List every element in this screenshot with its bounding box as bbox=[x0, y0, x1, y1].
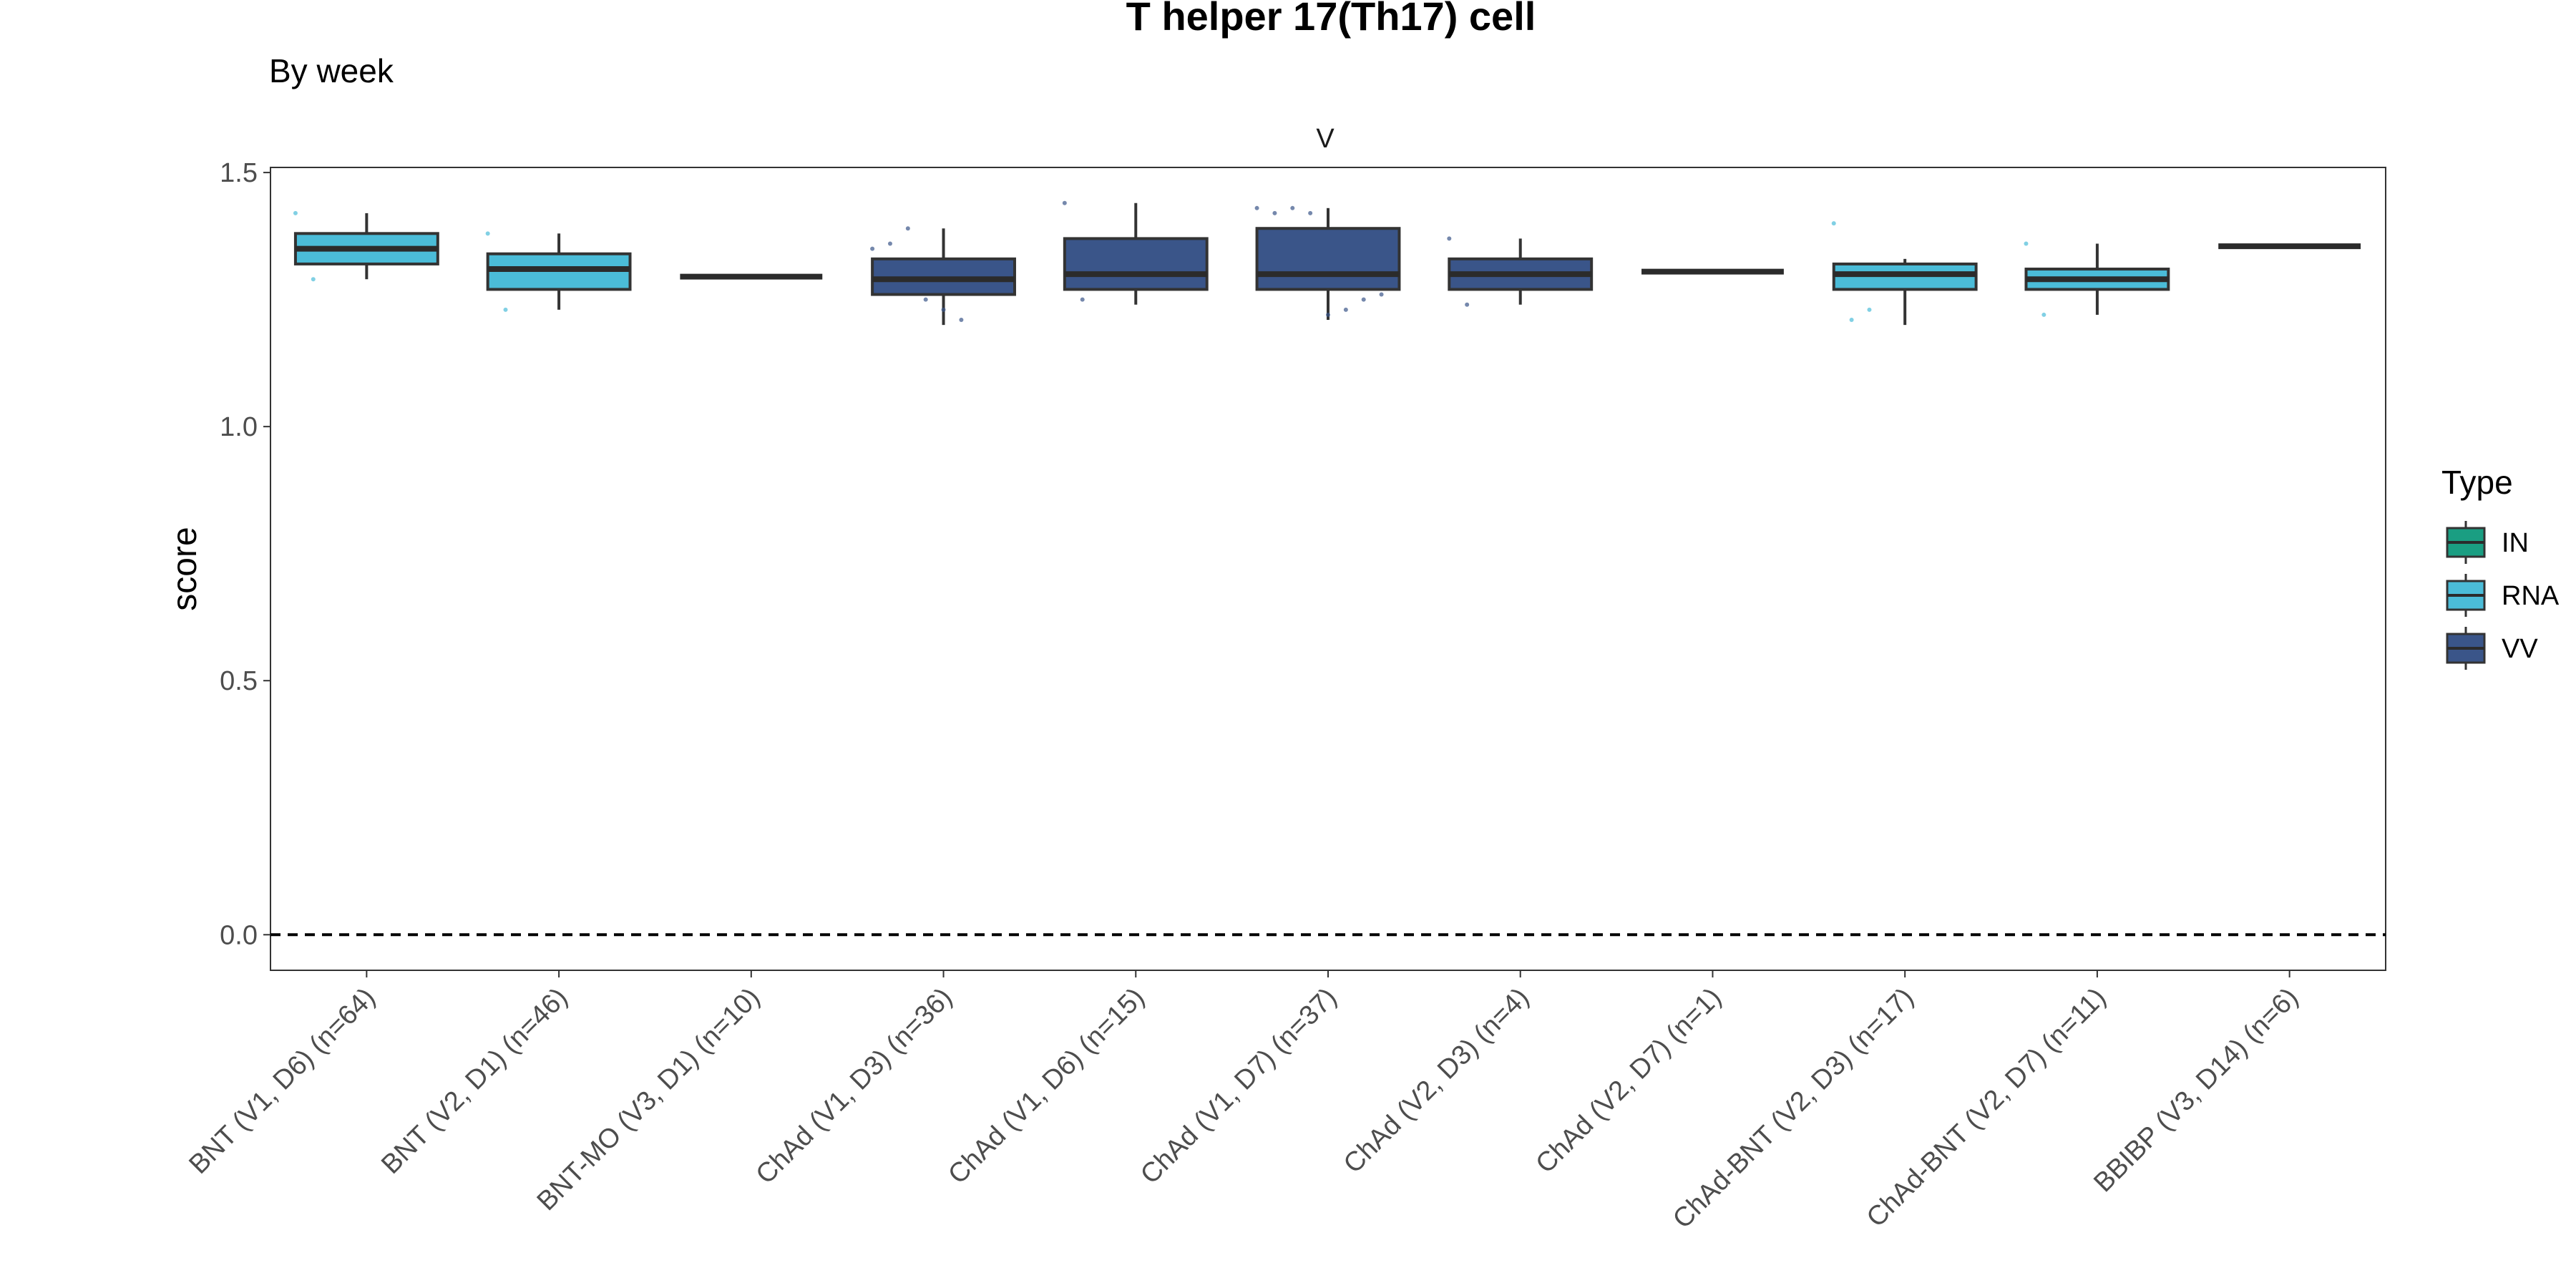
legend-label: RNA bbox=[2502, 581, 2560, 611]
data-point bbox=[1343, 307, 1348, 312]
data-point bbox=[1849, 318, 1854, 323]
box-6 bbox=[1254, 205, 1401, 321]
x-tick-label: ChAd (V2, D3) (n=4) bbox=[1338, 982, 1535, 1179]
y-tick-label: 0.0 bbox=[220, 920, 258, 950]
data-point bbox=[311, 277, 316, 282]
data-point bbox=[941, 307, 946, 312]
box-body bbox=[1255, 227, 1401, 291]
y-tick-label: 1.5 bbox=[220, 158, 258, 188]
data-point bbox=[1361, 297, 1366, 302]
x-tick-label: BNT (V1, D6) (n=64) bbox=[183, 982, 381, 1180]
data-point bbox=[1080, 297, 1085, 302]
data-point bbox=[1867, 307, 1872, 312]
x-tick-label: ChAd (V1, D3) (n=36) bbox=[751, 982, 958, 1190]
box-10 bbox=[2024, 241, 2170, 317]
data-point bbox=[870, 246, 875, 251]
box-body bbox=[1063, 237, 1209, 291]
y-axis: 0.0 0.5 1.0 1.5 bbox=[220, 158, 270, 950]
data-point bbox=[293, 210, 298, 215]
legend-label: VV bbox=[2502, 634, 2538, 664]
data-point bbox=[1447, 236, 1452, 241]
data-point bbox=[905, 226, 910, 231]
data-point bbox=[1465, 302, 1470, 307]
data-point bbox=[1308, 210, 1313, 215]
y-tick-label: 0.5 bbox=[220, 666, 258, 696]
data-point bbox=[1062, 200, 1067, 205]
data-point bbox=[923, 297, 928, 302]
y-tick-label: 1.0 bbox=[220, 412, 258, 442]
x-tick-label: ChAd (V1, D6) (n=15) bbox=[942, 982, 1150, 1190]
x-tick-label: ChAd (V1, D7) (n=37) bbox=[1135, 982, 1342, 1190]
data-point bbox=[1379, 292, 1384, 297]
x-tick-label: BNT (V2, D1) (n=46) bbox=[376, 982, 573, 1180]
legend: Type IN RNA VV bbox=[2441, 464, 2560, 670]
legend-title: Type bbox=[2441, 464, 2513, 501]
box-5 bbox=[1062, 200, 1209, 305]
box-4 bbox=[870, 226, 1016, 326]
legend-item-in: IN bbox=[2446, 521, 2529, 564]
box-2 bbox=[485, 231, 632, 312]
legend-label: IN bbox=[2502, 528, 2529, 558]
data-point bbox=[1831, 221, 1836, 226]
y-axis-label: score bbox=[166, 527, 204, 610]
x-tick-label: ChAd (V2, D7) (n=1) bbox=[1530, 982, 1727, 1179]
data-point bbox=[2024, 241, 2029, 246]
data-point bbox=[1272, 210, 1277, 215]
x-tick-label: BBIBP (V3, D14) (n=6) bbox=[2088, 982, 2304, 1199]
data-point bbox=[887, 241, 892, 246]
box-7 bbox=[1447, 236, 1594, 307]
legend-item-vv: VV bbox=[2446, 627, 2538, 670]
data-point bbox=[959, 318, 964, 323]
x-axis: BNT (V1, D6) (n=64)BNT (V2, D1) (n=46)BN… bbox=[183, 970, 2304, 1234]
data-point bbox=[1326, 312, 1330, 317]
chart-title: T helper 17(Th17) cell bbox=[1126, 0, 1536, 39]
data-point bbox=[2041, 312, 2046, 317]
legend-items: IN RNA VV bbox=[2446, 521, 2560, 670]
box-1 bbox=[293, 210, 439, 282]
data-point bbox=[1254, 205, 1259, 210]
data-point bbox=[485, 231, 490, 236]
box-9 bbox=[1831, 221, 1978, 326]
facet-strip-label: V bbox=[1316, 124, 1335, 154]
boxplot-series bbox=[293, 200, 2361, 326]
data-point bbox=[503, 307, 508, 312]
data-point bbox=[1290, 205, 1295, 210]
legend-item-rna: RNA bbox=[2446, 574, 2560, 617]
x-tick-label: BNT-MO (V3, D1) (n=10) bbox=[532, 982, 766, 1217]
chart-subtitle: By week bbox=[269, 52, 394, 89]
